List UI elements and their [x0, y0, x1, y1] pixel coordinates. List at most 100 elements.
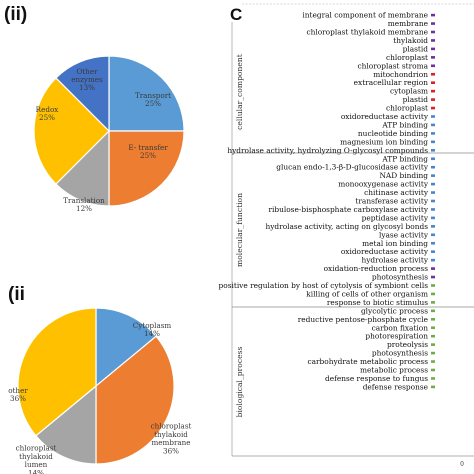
go-term-label: hydrolase activity, hydrolyzing O-glycos…: [227, 146, 428, 155]
go-term-label: lyase activity: [379, 230, 429, 239]
go-term-bar: [431, 284, 435, 287]
go-term-bar: [431, 368, 435, 372]
go-term-label: monooxygenase activity: [338, 180, 429, 189]
go-term-bar: [431, 64, 435, 68]
go-term-label: magnesium ion binding: [340, 137, 428, 146]
category-label-biological-process: biological_process: [235, 347, 244, 418]
panel-label-bottom-pie: (ii: [8, 284, 25, 305]
go-term-label: transferase activity: [355, 197, 428, 206]
pie-slice: [55, 129, 110, 207]
go-term-label: chloroplast: [386, 104, 428, 113]
go-term-label: nucleotide binding: [358, 129, 428, 138]
go-term-bar: [431, 318, 435, 321]
go-term-bar: [431, 377, 435, 380]
panel-label-go-chart: C: [230, 5, 242, 24]
pie-slice-label: Translation 12%: [63, 196, 105, 213]
go-term-bar: [431, 157, 435, 161]
go-term-bar: [431, 216, 435, 220]
go-term-label: photosynthesis: [372, 349, 428, 358]
category-label-cellular-component: cellular_component: [235, 54, 244, 130]
pie-slice: [108, 55, 185, 132]
go-term-bar: [431, 123, 435, 127]
go-term-bar: [431, 30, 435, 34]
pie-slice: [108, 130, 185, 207]
go-term-bar: [431, 165, 435, 169]
pie-slice: [33, 77, 110, 185]
go-term-bar: [431, 132, 435, 135]
go-term-bar: [431, 326, 435, 330]
go-term-bar: [431, 241, 435, 245]
go-term-label: thylakoid: [393, 36, 428, 45]
go-term-bar: [431, 250, 435, 253]
go-term-label: killing of cells of other organism: [306, 289, 428, 298]
go-term-bar: [431, 225, 435, 228]
go-chart-frame: [231, 3, 474, 457]
go-term-bar: [431, 140, 435, 144]
go-term-bar: [431, 106, 435, 110]
go-term-label: oxidoreductase activity: [341, 247, 429, 256]
pie-slice-label: Cytoplasm 14%: [133, 321, 172, 338]
go-term-label: metabolic process: [360, 366, 428, 375]
go-term-label: photosynthesis: [372, 273, 428, 282]
go-term-bar: [431, 98, 435, 101]
go-term-bar: [431, 208, 435, 211]
go-term-bar: [431, 385, 435, 389]
go-term-bar: [431, 275, 435, 279]
go-term-label: proteolysis: [387, 340, 428, 349]
go-term-list: integral component of membranemembranech…: [219, 11, 435, 391]
go-term-label: chloroplast: [386, 53, 428, 62]
go-term-label: chitinase activity: [364, 188, 429, 197]
go-term-bar: [431, 13, 435, 17]
go-term-bar: [431, 72, 435, 76]
x-tick-label: 0: [460, 461, 464, 468]
pie-slice-label: Redox 25%: [36, 105, 59, 122]
go-term-bar: [431, 258, 435, 262]
go-term-bar: [431, 351, 435, 355]
go-term-label: integral component of membrane: [302, 11, 428, 20]
pie-slice-label: Transport 25%: [135, 91, 171, 108]
go-term-label: response to biotic stimulus: [327, 298, 428, 307]
pie-slice: [95, 335, 175, 465]
pie-chart-functions: Transport 25% E- transfer 25% Translation 12%…: [33, 55, 185, 213]
pie-slice-label: other 36%: [8, 386, 28, 403]
go-term-label: hydrolase activity: [362, 256, 429, 265]
go-term-label: glycolytic process: [361, 306, 428, 315]
go-term-bar: [431, 309, 435, 313]
go-term-bar: [431, 182, 435, 186]
category-label-molecular-function: molecular_function: [235, 193, 244, 267]
go-term-label: plastid: [403, 44, 429, 53]
go-term-bar: [431, 39, 435, 42]
go-term-label: peptidase activity: [362, 213, 429, 222]
go-term-label: oxidation-reduction process: [324, 264, 429, 273]
pie-slice-label: chloroplast thylakoid membrane 36%: [151, 422, 192, 456]
go-term-bar: [431, 199, 435, 203]
go-term-bar: [431, 343, 435, 346]
go-term-label: chloroplast stroma: [358, 61, 429, 70]
go-term-bar: [431, 360, 435, 363]
pie-slice-label: chloroplast thylakoid lumen 14%: [16, 444, 57, 474]
go-term-label: extracellular region: [354, 78, 429, 87]
go-term-label: ATP binding: [381, 154, 428, 163]
go-term-bar: [431, 267, 435, 270]
go-term-label: oxidoreductase activity: [341, 112, 429, 121]
go-term-bar: [431, 89, 435, 93]
pie-slice: [95, 307, 157, 388]
go-term-bar: [431, 56, 435, 59]
go-term-label: metal ion binding: [362, 239, 428, 248]
pie-slice: [17, 307, 97, 437]
go-term-bar: [431, 301, 435, 304]
pie-slice: [35, 384, 97, 465]
pie-slice: [55, 55, 110, 133]
go-term-label: plastid: [403, 95, 429, 104]
go-term-bar: [431, 233, 435, 237]
go-term-label: NAD binding: [379, 171, 428, 180]
go-term-label: cytoplasm: [390, 87, 428, 96]
go-term-bar: [431, 81, 435, 84]
go-term-label: ribulose-bisphosphate carboxylase activi…: [268, 205, 428, 214]
go-term-label: reductive pentose-phosphate cycle: [298, 315, 428, 324]
go-term-bar: [431, 174, 435, 177]
go-term-bar: [431, 115, 435, 118]
go-term-label: carbon fixation: [372, 323, 429, 332]
go-term-label: ATP binding: [381, 120, 428, 129]
